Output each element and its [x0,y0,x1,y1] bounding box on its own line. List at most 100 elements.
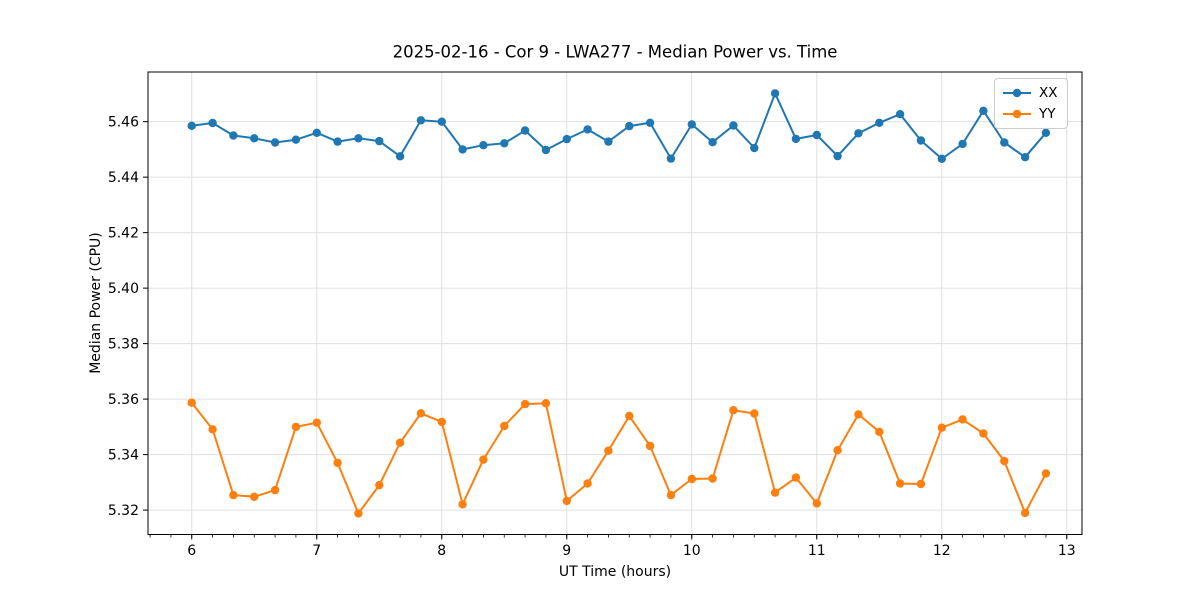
series-XX-marker [604,137,613,146]
x-tick-label: 11 [808,543,826,559]
series-XX-marker [1041,128,1051,137]
x-tick-label: 8 [437,543,446,559]
series-XX-marker [250,134,259,143]
series-XX-marker [312,128,321,137]
y-axis-ticks: 5.32 5.34 5.36 5.38 5.40 5.42 5.44 5.46 [108,115,148,519]
series-XX-marker [333,137,342,146]
y-tick-label: 5.44 [108,170,139,186]
series-XX-marker [791,134,801,144]
series-XX-marker [458,145,467,154]
series-XX-marker [750,143,759,153]
series-YY-marker [333,458,342,468]
series-XX-marker [895,110,905,119]
series-XX-line [191,92,1047,160]
series-YY-marker [750,409,759,418]
series-YY-marker [770,488,780,497]
series-YY-marker [541,399,551,408]
series-XX-marker [437,117,446,126]
series-YY-marker [687,474,696,484]
series-YY-marker [229,490,238,500]
series-XX-marker [833,151,842,161]
series-YY-marker [625,411,634,421]
series-YY-marker [1000,456,1009,466]
series-YY-marker [375,480,384,490]
series-XX-marker [958,139,967,149]
series-XX-marker [270,138,280,147]
y-axis-label: Median Power (CPU) [88,232,104,374]
series-YY-marker [291,422,301,432]
series-YY-marker [208,425,217,434]
series-YY-marker [250,492,259,501]
x-tick-label: 9 [562,543,571,559]
y-tick-label: 5.42 [108,226,139,242]
series-YY-marker [916,479,926,489]
series-XX-marker [854,129,863,138]
series-YY-marker [895,479,905,488]
series-XX-marker [1000,138,1009,147]
series-YY-marker [270,485,280,495]
series-XX-marker [625,121,634,131]
series-YY-marker [395,438,405,447]
series-XX-marker [875,118,884,128]
series-XX-marker [708,138,717,147]
series-YY-marker [729,406,738,415]
series-XX-marker [666,154,676,163]
legend-item-yy: YY [1002,104,1058,123]
series-YY-marker [354,509,363,518]
legend-item-xx: XX [1002,83,1058,102]
y-tick-label: 5.38 [108,337,139,353]
series-XX-marker [416,116,426,125]
series-YY-marker [937,423,946,432]
series-YY-marker [187,398,196,407]
series-XX-marker [729,121,738,130]
y-tick-label: 5.34 [108,448,139,464]
series-YY-marker [666,490,676,500]
series-XX-marker [208,118,217,128]
series-XX-marker [937,154,946,163]
series-YY-marker [458,500,467,509]
series-XX-marker [375,136,384,146]
x-tick-label: 13 [1058,543,1076,559]
y-tick-label: 5.36 [108,392,139,408]
y-tick-label: 5.40 [108,281,139,297]
series-XX-marker [187,121,196,130]
series-YY-marker [312,418,321,427]
chart-title: 2025-02-16 - Cor 9 - LWA277 - Median Pow… [392,42,838,62]
x-axis-label: UT Time (hours) [558,564,672,580]
grid-layer [148,72,1082,535]
series-YY-marker [833,446,842,455]
series-XX-marker [979,106,988,116]
series-XX-marker [645,118,655,128]
series-XX-marker [354,134,363,143]
x-tick-label: 6 [187,543,196,559]
series-YY-marker [583,479,592,488]
series-YY-marker [479,455,488,464]
series-YY-marker [812,499,821,508]
series-XX-marker [541,145,551,155]
series-XX-marker [916,136,926,145]
series-XX-marker [395,152,405,161]
series-XX-marker [812,130,821,140]
legend: XX YY [994,78,1068,129]
x-tick-label: 7 [312,543,321,559]
series-XX-marker [520,126,530,135]
legend-label-yy: YY [1039,105,1056,122]
x-tick-label: 12 [933,543,951,559]
series-YY-marker [437,417,446,427]
series-YY-marker [500,421,509,431]
series-YY-marker [520,399,530,409]
y-tick-label: 5.46 [108,115,139,131]
series-XX-marker [770,89,780,98]
series-XX-marker [562,134,571,144]
series-YY-marker [645,441,655,451]
legend-sample-xx-icon [1003,88,1031,97]
series-XX-marker [500,139,509,148]
plot-frame [147,71,1083,535]
series-YY-marker [958,415,967,424]
series-YY-marker [1041,469,1051,478]
y-tick-label: 5.32 [108,503,139,519]
legend-sample-yy-icon [1003,109,1031,118]
series-YY [187,398,1051,518]
